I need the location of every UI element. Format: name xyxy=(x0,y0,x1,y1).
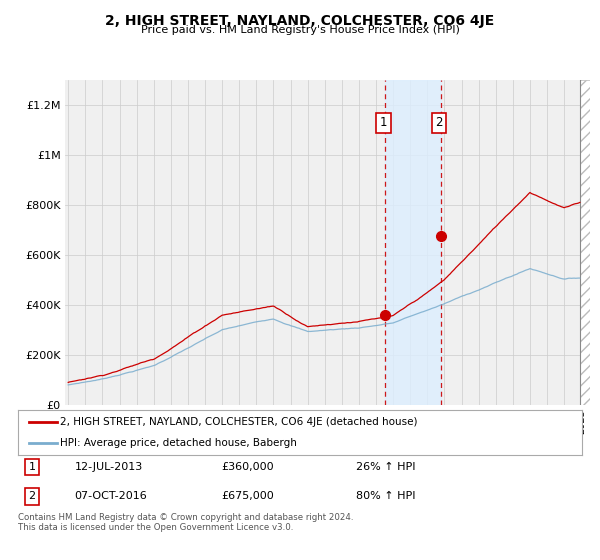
Bar xyxy=(385,80,440,405)
Text: HPI: Average price, detached house, Babergh: HPI: Average price, detached house, Babe… xyxy=(60,438,297,448)
Text: 2: 2 xyxy=(435,116,443,129)
Text: 2, HIGH STREET, NAYLAND, COLCHESTER, CO6 4JE: 2, HIGH STREET, NAYLAND, COLCHESTER, CO6… xyxy=(106,14,494,28)
Text: £360,000: £360,000 xyxy=(221,462,274,472)
Text: 2: 2 xyxy=(29,491,35,501)
Text: 1: 1 xyxy=(29,462,35,472)
Text: 80% ↑ HPI: 80% ↑ HPI xyxy=(356,491,416,501)
Text: 1: 1 xyxy=(380,116,387,129)
Text: £675,000: £675,000 xyxy=(221,491,274,501)
Text: Contains HM Land Registry data © Crown copyright and database right 2024.
This d: Contains HM Land Registry data © Crown c… xyxy=(18,513,353,532)
Text: 2, HIGH STREET, NAYLAND, COLCHESTER, CO6 4JE (detached house): 2, HIGH STREET, NAYLAND, COLCHESTER, CO6… xyxy=(60,417,418,427)
Text: 12-JUL-2013: 12-JUL-2013 xyxy=(74,462,143,472)
Text: 26% ↑ HPI: 26% ↑ HPI xyxy=(356,462,416,472)
Bar xyxy=(580,80,590,405)
Text: Price paid vs. HM Land Registry's House Price Index (HPI): Price paid vs. HM Land Registry's House … xyxy=(140,25,460,35)
Text: 07-OCT-2016: 07-OCT-2016 xyxy=(74,491,147,501)
